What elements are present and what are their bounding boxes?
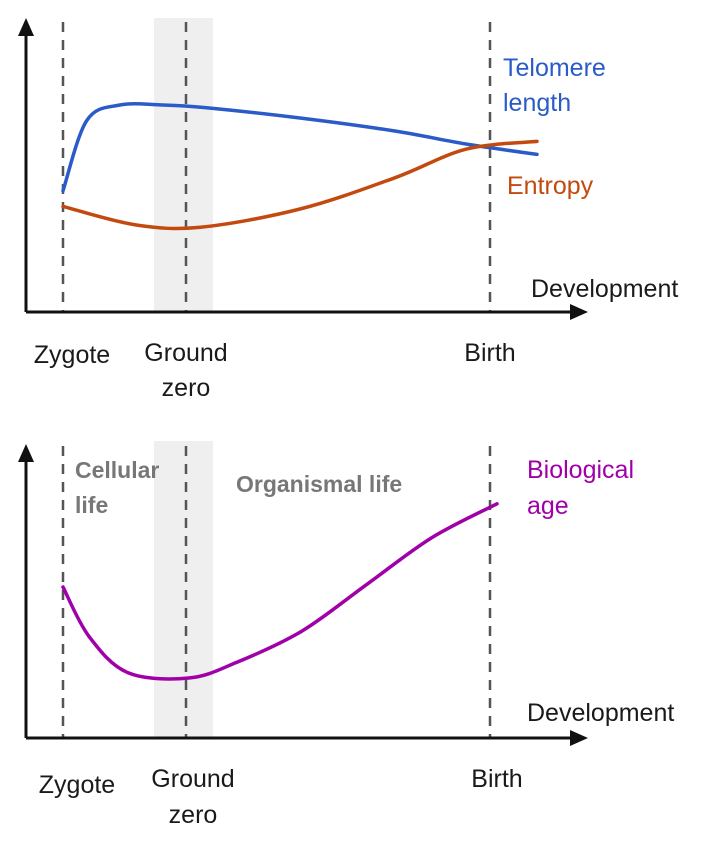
bottom-ground-zero-band (154, 441, 213, 738)
bottom-x-axis-label: Development (527, 699, 674, 727)
bottom-birth-label: Birth (471, 765, 522, 793)
biological-age-label-line2: age (527, 492, 569, 520)
top-panel: Telomere length Entropy Development Zygo… (18, 18, 678, 402)
top-zygote-label: Zygote (34, 341, 110, 369)
bottom-y-arrowhead (18, 444, 34, 462)
biological-age-curve (61, 502, 499, 681)
bottom-ground-zero-label: Ground (151, 765, 234, 793)
entropy-label: Entropy (507, 172, 594, 200)
bottom-ground-zero-label-line2: zero (169, 801, 218, 829)
telomere-label: Telomere (503, 54, 606, 82)
telomere-label-line2: length (503, 89, 571, 117)
top-ground-zero-label: Ground (144, 339, 227, 367)
top-ground-zero-label-line2: zero (162, 374, 211, 402)
organismal-life-label: Organismal life (236, 471, 402, 497)
bottom-x-arrowhead (570, 730, 588, 746)
top-x-axis-label: Development (531, 275, 678, 303)
top-x-arrowhead (570, 304, 588, 320)
top-y-arrowhead (18, 18, 34, 36)
top-birth-label: Birth (464, 339, 515, 367)
bottom-panel: Cellular life Organismal life Biological… (18, 441, 674, 829)
biological-age-label: Biological (527, 456, 634, 484)
bottom-zygote-label: Zygote (39, 771, 115, 799)
top-ground-zero-band (154, 18, 213, 312)
cellular-life-label: Cellular (75, 457, 159, 483)
entropy-curve (61, 139, 539, 231)
telomere-length-curve (61, 102, 539, 193)
cellular-life-label-line2: life (75, 492, 108, 518)
